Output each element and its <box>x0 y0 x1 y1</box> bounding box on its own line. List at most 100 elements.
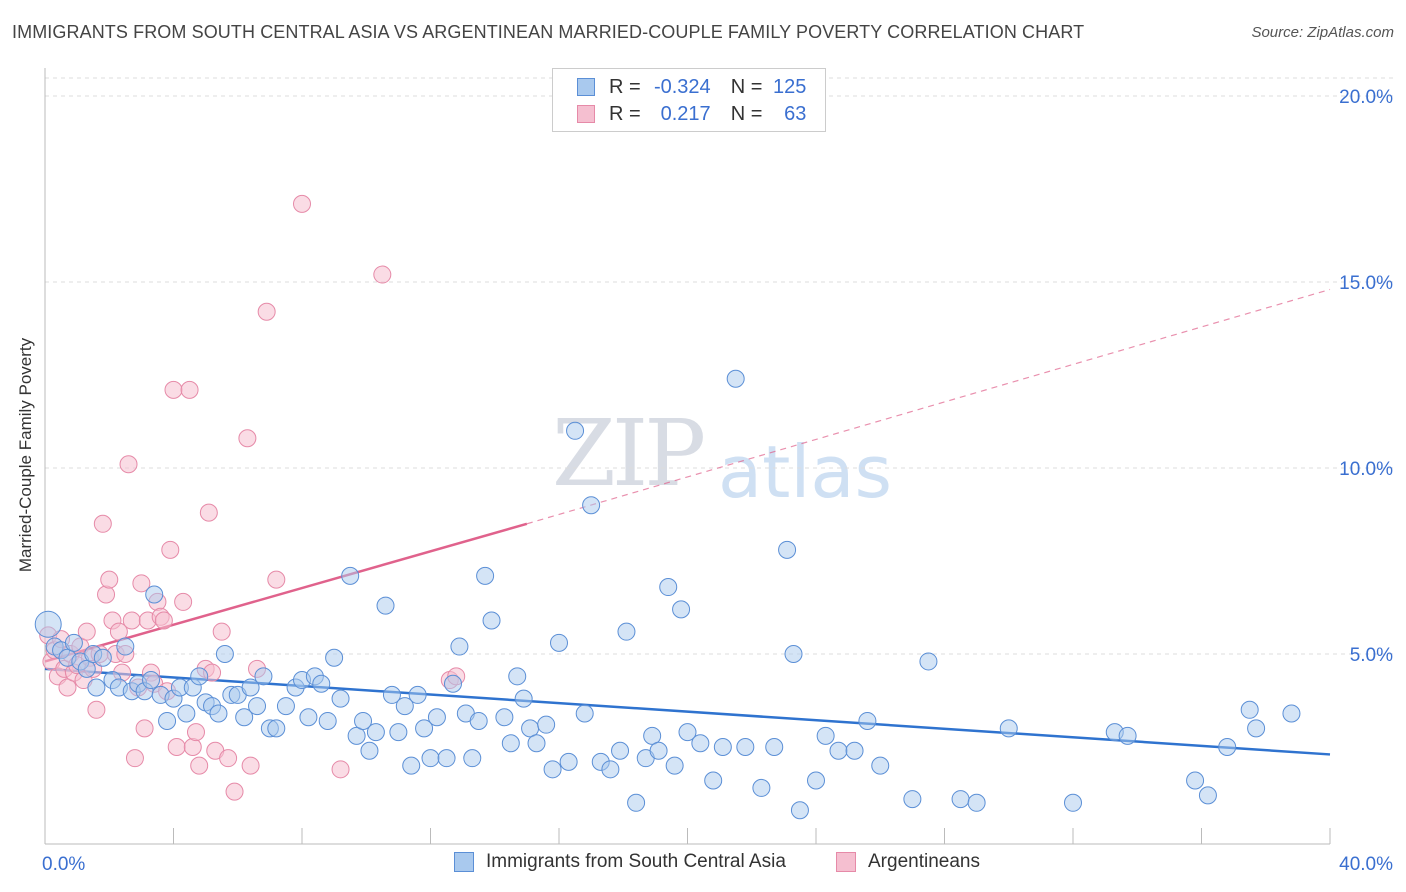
south-central-asia-point <box>659 578 678 597</box>
correlation-legend: R = -0.324 N = 125 R = 0.217 N = 63 <box>552 68 826 132</box>
south-central-asia-point <box>93 648 112 667</box>
south-central-asia-point <box>736 738 755 756</box>
south-central-asia-point <box>476 566 495 585</box>
south-central-asia-point <box>1282 704 1301 723</box>
legend-swatch-blue <box>577 78 595 96</box>
south-central-asia-point <box>158 711 177 730</box>
south-central-asia-point <box>145 585 164 604</box>
bottom-legend-south-central-asia: Immigrants from South Central Asia <box>454 851 786 873</box>
south-central-asia-point <box>672 600 691 619</box>
south-central-asia-point <box>427 708 446 727</box>
south-central-asia-point <box>177 704 196 723</box>
argentineans-point <box>199 503 218 522</box>
legend-row-argentineans: R = 0.217 N = 63 <box>577 101 806 127</box>
argentineans-point <box>267 570 286 589</box>
south-central-asia-point <box>649 741 668 760</box>
bottom-legend-label: Immigrants from South Central Asia <box>486 851 786 872</box>
south-central-asia-point <box>366 723 385 742</box>
legend-r-value: 0.217 <box>660 102 711 125</box>
axes <box>44 68 1331 845</box>
argentineans-point <box>190 756 209 775</box>
argentineans-point <box>186 723 205 742</box>
south-central-asia-point <box>1240 700 1259 719</box>
south-central-asia-point <box>347 726 366 745</box>
argentineans-point <box>373 265 392 284</box>
argentineans-point <box>241 756 260 775</box>
argentineans-point <box>257 302 276 321</box>
south-central-asia-point <box>254 667 273 686</box>
south-central-asia-point <box>450 637 469 656</box>
watermark-atlas: atlas <box>718 430 892 514</box>
south-central-asia-point <box>778 540 797 559</box>
bottom-legend-swatch-pink <box>836 852 856 872</box>
south-central-asia-point <box>611 741 630 760</box>
argentineans-point <box>97 585 116 604</box>
legend-r-value: -0.324 <box>653 75 711 98</box>
south-central-asia-point <box>559 752 578 771</box>
legend-r-label: R = <box>609 75 641 98</box>
argentineans-point <box>87 700 106 719</box>
south-central-asia-point <box>421 749 440 768</box>
south-central-asia-point <box>190 667 209 686</box>
bottom-legend-argentineans: Argentineans <box>836 851 980 873</box>
source-label: Source: ZipAtlas.com <box>1251 24 1394 41</box>
x-tick-labels: 0.0% 40.0% <box>42 854 1393 875</box>
south-central-asia-point <box>402 756 421 775</box>
south-central-asia-point <box>903 790 922 809</box>
south-central-asia-point <box>829 741 848 760</box>
south-central-asia-point <box>582 496 601 515</box>
south-central-asia-point <box>601 760 620 779</box>
south-central-asia-point <box>627 793 646 812</box>
y-tick-label: 20.0% <box>1339 87 1393 108</box>
legend-r-label: R = <box>609 102 641 125</box>
south-central-asia-point <box>527 734 546 753</box>
south-central-asia-point <box>665 756 684 775</box>
south-central-asia-point <box>643 726 662 745</box>
south-central-asia-point <box>331 689 350 708</box>
south-central-asia-point <box>1064 793 1082 812</box>
south-central-asia-point <box>508 667 527 686</box>
x-tick-label-end: 40.0% <box>1339 854 1393 875</box>
south-central-asia-point <box>276 697 295 716</box>
x-tick-label-start: 0.0% <box>42 854 85 875</box>
south-central-asia-point <box>858 711 877 730</box>
argentineans-point <box>183 738 202 756</box>
south-central-asia-point <box>726 369 745 388</box>
south-central-asia-point <box>389 723 408 742</box>
south-central-asia-points <box>34 369 1301 820</box>
argentineans-trend-dashed <box>526 288 1331 525</box>
argentineans-point <box>77 622 96 641</box>
south-central-asia-point <box>871 756 890 775</box>
argentineans-point <box>119 455 138 474</box>
argentineans-point <box>161 540 180 559</box>
argentineans-point <box>125 749 144 768</box>
chart-title: IMMIGRANTS FROM SOUTH CENTRAL ASIA VS AR… <box>12 22 1085 42</box>
south-central-asia-point <box>395 697 414 716</box>
south-central-asia-point <box>951 790 970 809</box>
south-central-asia-point <box>248 697 267 716</box>
argentineans-point <box>331 760 350 779</box>
south-central-asia-point <box>790 801 809 820</box>
south-central-asia-point <box>919 652 938 671</box>
south-central-asia-point <box>382 685 401 704</box>
south-central-asia-point <box>1186 771 1205 790</box>
south-central-asia-point <box>495 708 514 727</box>
south-central-asia-point <box>469 711 488 730</box>
south-central-asia-point <box>463 749 482 768</box>
south-central-asia-point <box>501 734 520 753</box>
south-central-asia-point <box>752 778 771 797</box>
argentineans-point <box>58 678 77 697</box>
south-central-asia-point <box>360 741 379 760</box>
south-central-asia-point <box>1218 738 1237 756</box>
argentineans-point <box>132 574 151 593</box>
south-central-asia-point <box>415 719 434 738</box>
argentineans-point <box>164 380 183 399</box>
argentineans-point <box>219 749 238 768</box>
argentineans-point <box>154 611 173 630</box>
argentineans-point <box>93 514 112 533</box>
south-central-asia-point <box>34 610 62 638</box>
argentineans-point <box>180 380 199 399</box>
bottom-legend-label: Argentineans <box>868 851 980 872</box>
south-central-asia-point <box>116 637 135 656</box>
